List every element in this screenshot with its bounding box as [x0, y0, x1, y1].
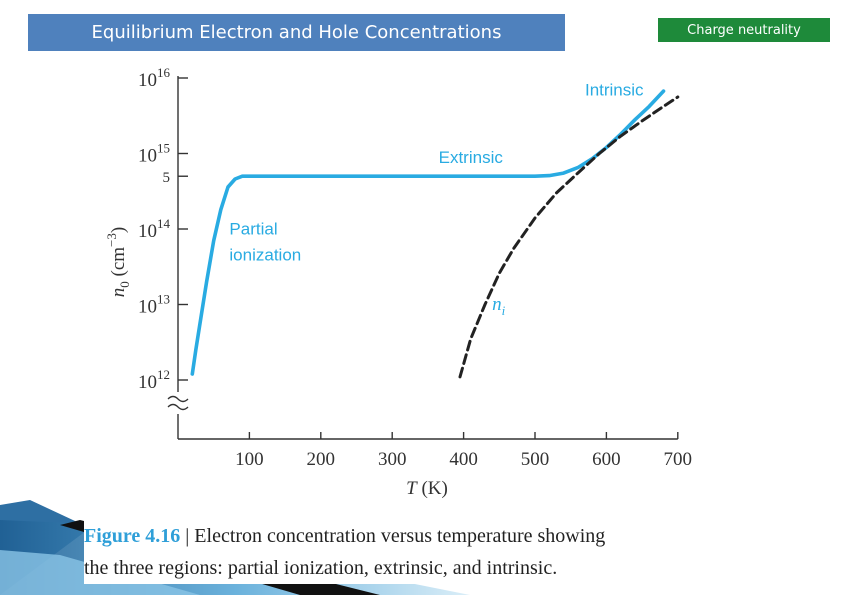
figure-number: Figure 4.16 [84, 525, 181, 547]
title-bar: Equilibrium Electron and Hole Concentrat… [28, 14, 565, 51]
annotation-ni: ni [492, 294, 506, 318]
badge-label: Charge neutrality [687, 22, 801, 38]
x-axis-label: T (K) [406, 478, 448, 499]
figure-caption: Figure 4.16 | Electron concentration ver… [84, 520, 724, 584]
x-tick-label: 300 [378, 449, 407, 470]
x-tick-label: 500 [521, 449, 550, 470]
y-tick-label: 1012 [138, 367, 170, 393]
x-tick-label: 200 [307, 449, 336, 470]
x-tick-label: 100 [235, 449, 264, 470]
page-title: Equilibrium Electron and Hole Concentrat… [91, 22, 502, 43]
y-tick-label-extra: 5 [163, 170, 171, 186]
x-tick-label: 400 [449, 449, 478, 470]
annotation-label: ionization [229, 246, 301, 265]
annotation-label: Extrinsic [439, 148, 504, 167]
caption-line-1: | Electron concentration versus temperat… [185, 525, 606, 547]
y-tick-label: 1016 [138, 65, 171, 91]
y-tick-label: 1015 [138, 141, 170, 167]
annotation-label: Intrinsic [585, 80, 644, 99]
x-tick-label: 600 [592, 449, 621, 470]
series-ni-line [458, 95, 680, 379]
caption-line-2: the three regions: partial ionization, e… [84, 557, 558, 579]
charge-neutrality-badge: Charge neutrality [658, 18, 830, 42]
y-tick-label: 1014 [138, 216, 171, 242]
annotation-label: Partial [229, 219, 277, 238]
y-axis-label: n0 (cm−3) [104, 227, 132, 297]
axis-break-mark [167, 395, 189, 411]
y-tick-label: 1013 [138, 292, 170, 318]
x-tick-label: 700 [664, 449, 693, 470]
